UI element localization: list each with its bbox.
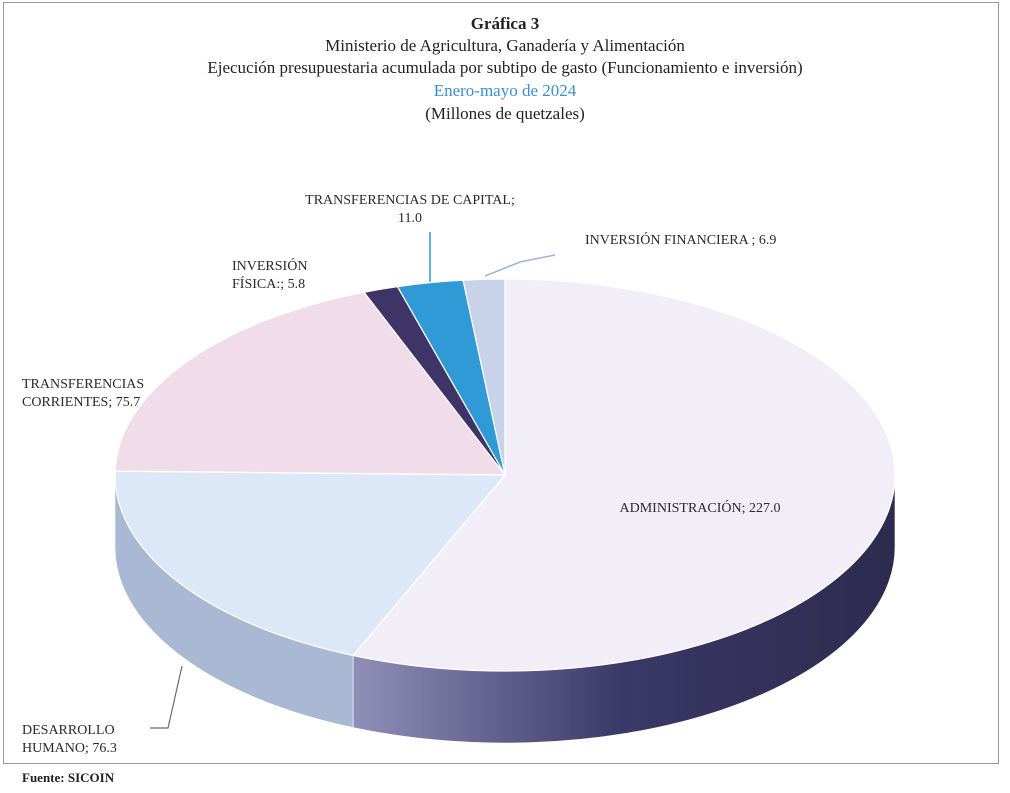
units: (Millones de quetzales) bbox=[425, 104, 585, 123]
slice-label: INVERSIÓN FINANCIERA ; 6.9 bbox=[585, 233, 777, 248]
slice-label: TRANSFERENCIAS DE CAPITAL; 11.0 bbox=[305, 193, 515, 226]
chart-title: Gráfica 3 bbox=[470, 14, 540, 33]
slice-label: INVERSIÓN FÍSICA:; 5.8 bbox=[232, 259, 308, 292]
chart-frame bbox=[3, 2, 999, 764]
leader-line bbox=[150, 665, 183, 729]
pie-slice bbox=[351, 278, 896, 672]
slice-label: TRANSFERENCIAS CORRIENTES; 75.7 bbox=[22, 377, 145, 410]
slice-label: ADMINISTRACIÓN; 227.0 bbox=[619, 501, 781, 516]
period: Enero-mayo de 2024 bbox=[433, 81, 577, 100]
pie-slice bbox=[462, 278, 506, 476]
subtitle: Ejecución presupuestaria acumulada por s… bbox=[207, 58, 803, 77]
subtitle: Ministerio de Agricultura, Ganadería y A… bbox=[325, 36, 685, 55]
leader-line bbox=[484, 254, 556, 277]
pie-slice bbox=[114, 291, 507, 476]
source: Fuente: SICOIN bbox=[22, 770, 115, 785]
pie-slice bbox=[114, 470, 507, 657]
slice-label: DESARROLLO HUMANO; 76.3 bbox=[22, 723, 117, 756]
